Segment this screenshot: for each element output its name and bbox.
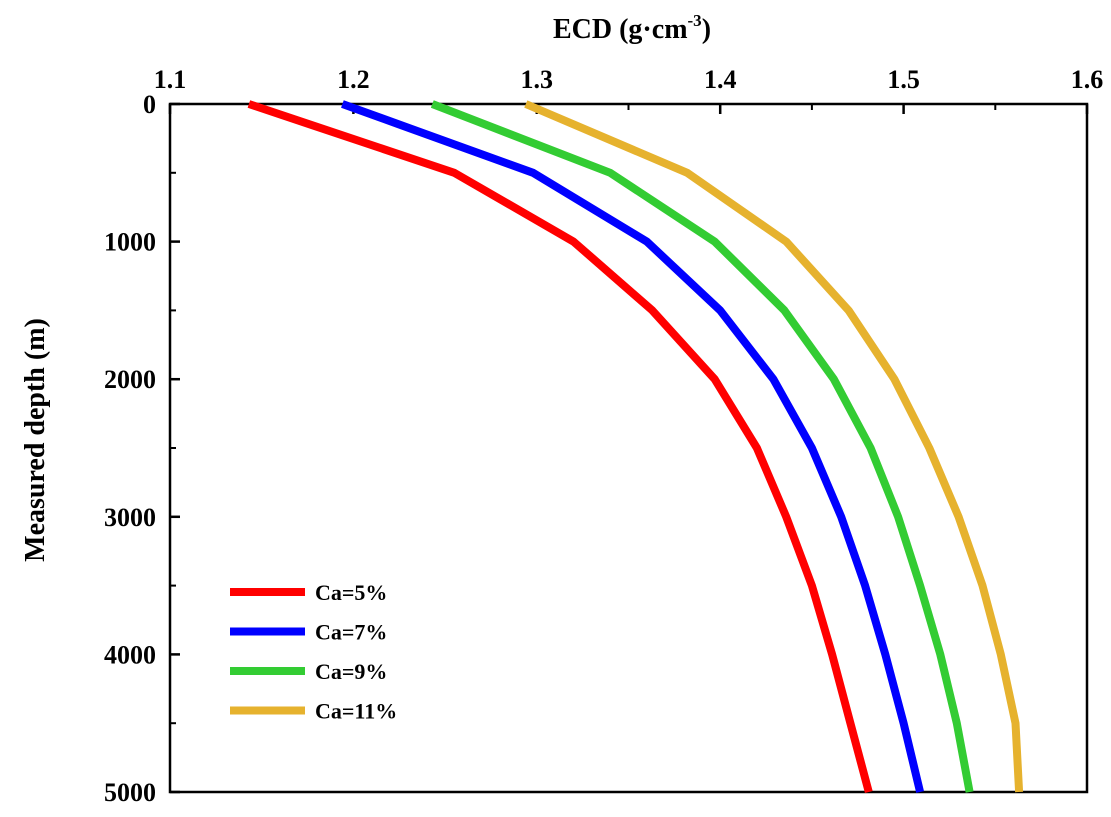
legend-label: Ca=11% <box>315 699 397 724</box>
x-tick-label: 1.1 <box>154 65 187 94</box>
y-axis-title: Measured depth (m) <box>20 318 51 562</box>
y-tick-label: 1000 <box>104 228 156 257</box>
series-line-ca-7- <box>341 100 924 793</box>
y-tick-label: 3000 <box>104 503 156 532</box>
x-tick-label: 1.3 <box>521 65 554 94</box>
x-axis-title: ECD (g·cm-3) <box>553 11 711 45</box>
plot-area: 1.1 1.2 1.3 1.4 1.5 1.6 0 1000 2000 3000 4000 5000 <box>104 65 1103 807</box>
x-tick-label: 1.5 <box>887 65 920 94</box>
series-line-ca-9- <box>430 100 974 793</box>
y-tick-label: 4000 <box>104 640 156 669</box>
y-tick-label: 5000 <box>104 778 156 807</box>
legend: Ca=5% Ca=7% Ca=9% Ca=11% <box>230 580 397 724</box>
y-tick-label: 2000 <box>104 365 156 394</box>
y-tick-label: 0 <box>143 90 156 119</box>
series-line-ca-5- <box>247 100 873 794</box>
series-line-ca-11- <box>524 100 1024 793</box>
x-tick-label: 1.6 <box>1071 65 1104 94</box>
x-tick-label: 1.4 <box>704 65 737 94</box>
x-tick-label: 1.2 <box>337 65 370 94</box>
legend-label: Ca=5% <box>315 580 387 605</box>
legend-label: Ca=9% <box>315 659 387 684</box>
legend-label: Ca=7% <box>315 620 387 645</box>
